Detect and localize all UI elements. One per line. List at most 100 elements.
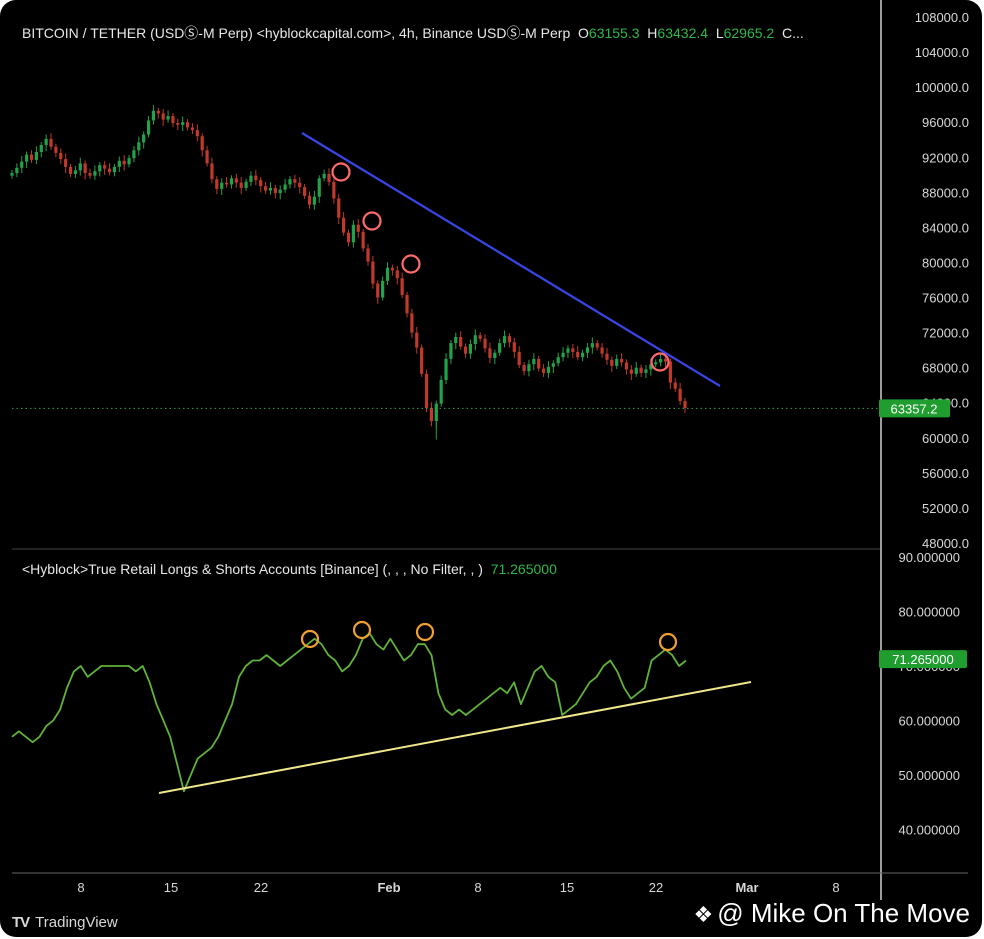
price-tick-label: 56000.0	[922, 466, 969, 481]
candle-body	[429, 407, 434, 422]
candle-body	[444, 358, 448, 380]
candle-body	[434, 403, 438, 422]
candle-body	[590, 343, 594, 348]
candle-body	[176, 123, 180, 125]
candle-body	[439, 379, 443, 404]
candle-body	[654, 362, 658, 365]
price-tick-label: 104000.0	[915, 45, 969, 60]
candle-body	[659, 358, 663, 363]
indicator-value-badge	[879, 650, 967, 669]
indicator-legend: <Hyblock>True Retail Longs & Shorts Acco…	[22, 561, 557, 577]
candle-body	[473, 335, 477, 344]
price-legend: BITCOIN / TETHER (USDⓈ-M Perp) <hyblockc…	[22, 23, 804, 43]
candle-body	[644, 369, 648, 373]
candle-body	[322, 173, 326, 179]
candle-body	[366, 248, 370, 262]
candle-body	[551, 363, 555, 367]
candle-body	[29, 154, 34, 160]
candle-body	[234, 178, 238, 183]
price-tick-label: 108000.0	[915, 10, 969, 25]
time-tick-label: 8	[474, 880, 481, 895]
candle-body	[683, 400, 687, 408]
candle-body	[400, 278, 404, 295]
candle-body	[493, 352, 497, 359]
candle-body	[107, 168, 112, 173]
candle-body	[98, 165, 102, 172]
candle-body	[73, 170, 77, 174]
indicator-pane	[11, 620, 752, 794]
candle-body	[415, 332, 419, 348]
price-overlay	[12, 132, 881, 409]
candle-body	[156, 110, 160, 114]
candle-body	[580, 352, 585, 358]
candle-body	[224, 182, 229, 185]
candle-body	[424, 373, 429, 408]
candle-body	[595, 343, 599, 348]
candle-body	[346, 232, 351, 243]
candle-body	[293, 179, 297, 183]
candle-body	[405, 294, 409, 314]
candle-body	[25, 154, 29, 162]
close-label: C...	[782, 25, 804, 41]
candle-body	[117, 160, 121, 167]
candle-body	[273, 187, 277, 194]
candle-body	[312, 196, 316, 205]
tradingview-logo-icon: TV	[12, 914, 30, 931]
indicator-marker	[658, 632, 678, 652]
candle-body	[239, 182, 243, 188]
price-trendline	[301, 132, 721, 387]
price-marker	[650, 352, 670, 372]
price-tick-label: 60000.0	[922, 431, 969, 446]
candle-body	[327, 173, 331, 182]
candle-body	[39, 144, 43, 153]
axes: 108000.0 104000.0 100000.0 96000.0 92000.0 8 8…	[12, 0, 969, 900]
candle-body	[103, 165, 107, 169]
candle-body	[249, 175, 253, 182]
candle-body	[254, 175, 258, 181]
candle-body	[263, 186, 268, 191]
price-tick-label: 96000.0	[922, 115, 969, 130]
candle-body	[556, 357, 560, 364]
candle-body	[527, 364, 531, 372]
candle-body	[459, 336, 463, 347]
candle-body	[83, 163, 87, 174]
price-tick-label: 100000.0	[915, 80, 969, 95]
candle-body	[351, 224, 355, 243]
price-tick-label: 92000.0	[922, 150, 969, 165]
price-tick-label: 52000.0	[922, 501, 969, 516]
last-price-badge	[879, 399, 950, 418]
candle-body	[610, 359, 614, 366]
candle-body	[59, 152, 63, 160]
candle-body	[229, 178, 234, 185]
candle-body	[673, 382, 677, 389]
indicator-value: 71.265000	[490, 561, 557, 577]
candle-body	[634, 367, 638, 374]
candle-body	[137, 142, 141, 151]
candle-body	[385, 267, 390, 281]
candle-body	[278, 189, 282, 194]
candle-body	[395, 270, 399, 279]
candle-body	[78, 163, 82, 171]
tradingview-logo: TV TradingView	[12, 914, 118, 931]
candle-body	[463, 346, 468, 354]
indicator-tick-label: 40.000000	[899, 822, 960, 837]
indicator-trendline	[158, 681, 752, 794]
time-tick-label: 15	[164, 880, 178, 895]
candle-body	[624, 362, 629, 370]
time-tick-label: 8	[832, 880, 839, 895]
candle-body	[307, 195, 312, 205]
candle-body	[10, 173, 14, 176]
price-tick-label: 72000.0	[922, 326, 969, 341]
candle-body	[337, 198, 341, 218]
candle-body	[620, 358, 624, 363]
candle-body	[215, 179, 219, 189]
candle-body	[303, 187, 307, 196]
candle-body	[502, 336, 507, 344]
time-tick-label: 8	[77, 880, 84, 895]
time-tick-label: 22	[649, 880, 663, 895]
candle-body	[220, 182, 224, 189]
candle-body	[44, 138, 48, 145]
candle-body	[288, 179, 292, 185]
indicator-marker	[300, 629, 320, 649]
